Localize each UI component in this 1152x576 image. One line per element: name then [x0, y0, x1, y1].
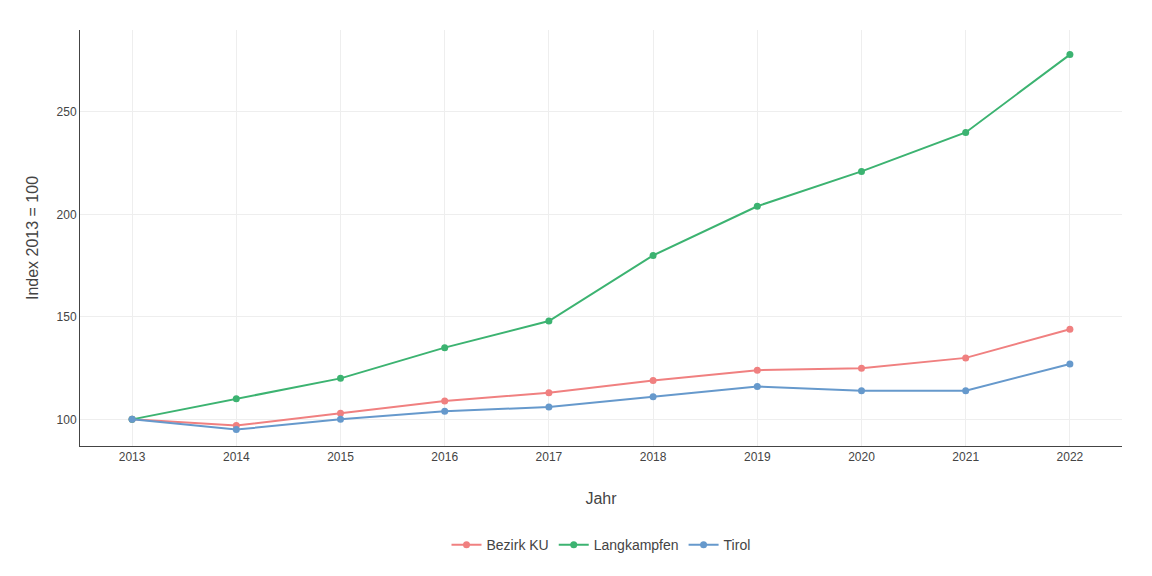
svg-text:2021: 2021: [952, 450, 979, 464]
svg-text:2016: 2016: [431, 450, 458, 464]
svg-text:150: 150: [57, 310, 77, 324]
svg-text:200: 200: [57, 208, 77, 222]
svg-text:2014: 2014: [223, 450, 250, 464]
svg-text:2015: 2015: [327, 450, 354, 464]
svg-text:Index 2013 = 100: Index 2013 = 100: [24, 176, 41, 300]
svg-text:2017: 2017: [536, 450, 563, 464]
svg-text:250: 250: [57, 105, 77, 119]
svg-text:2019: 2019: [744, 450, 771, 464]
svg-text:2013: 2013: [119, 450, 146, 464]
svg-text:2018: 2018: [640, 450, 667, 464]
svg-text:Langkampfen: Langkampfen: [594, 537, 679, 553]
svg-text:2022: 2022: [1057, 450, 1084, 464]
svg-text:Tirol: Tirol: [724, 537, 751, 553]
svg-text:Jahr: Jahr: [585, 490, 617, 507]
svg-text:2020: 2020: [848, 450, 875, 464]
svg-text:100: 100: [57, 413, 77, 427]
svg-text:Bezirk KU: Bezirk KU: [487, 537, 549, 553]
